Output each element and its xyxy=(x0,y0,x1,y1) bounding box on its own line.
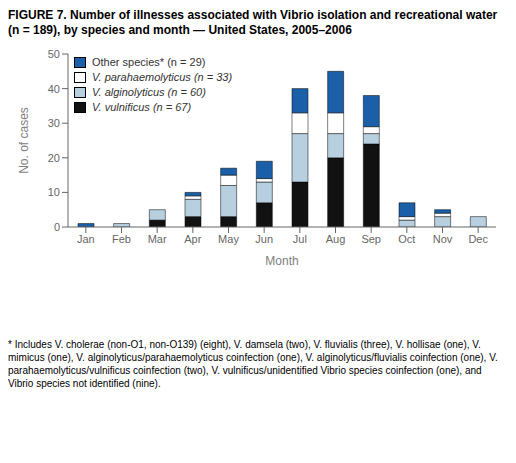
svg-text:50: 50 xyxy=(48,48,60,60)
svg-text:40: 40 xyxy=(48,83,60,95)
svg-text:10: 10 xyxy=(48,186,60,198)
svg-text:30: 30 xyxy=(48,117,60,129)
html-text:FIGURE 7. Number of illnesses: FIGURE 7. Number of illnesses associated… xyxy=(8,8,498,37)
svg-text:Sep: Sep xyxy=(361,233,381,245)
svg-text:Apr: Apr xyxy=(184,233,201,245)
html-text:Other species* (n = 29): Other species* (n = 29) xyxy=(92,56,206,68)
svg-text:Oct: Oct xyxy=(398,233,415,245)
svg-text:Jul: Jul xyxy=(293,233,307,245)
svg-text:Nov: Nov xyxy=(433,233,453,245)
svg-text:Dec: Dec xyxy=(468,233,488,245)
html-text:* Includes V. cholerae (non-O1: * Includes V. cholerae (non-O1, non-O139… xyxy=(8,339,498,389)
html-text:V. parahaemolyticus (n = 33): V. parahaemolyticus (n = 33) xyxy=(92,71,233,83)
html-text:V. alginolyticus (n = 60): V. alginolyticus (n = 60) xyxy=(92,86,206,98)
svg-text:0: 0 xyxy=(54,221,60,233)
svg-text:May: May xyxy=(218,233,239,245)
svg-text:Jan: Jan xyxy=(77,233,95,245)
html-text:V. vulnificus (n = 67): V. vulnificus (n = 67) xyxy=(92,101,192,113)
svg-text:20: 20 xyxy=(48,152,60,164)
svg-text:Aug: Aug xyxy=(326,233,346,245)
svg-text:Feb: Feb xyxy=(112,233,131,245)
svg-text:No. of cases: No. of cases xyxy=(17,107,31,174)
svg-text:Month: Month xyxy=(265,254,298,268)
svg-text:Jun: Jun xyxy=(255,233,273,245)
svg-text:Mar: Mar xyxy=(148,233,167,245)
